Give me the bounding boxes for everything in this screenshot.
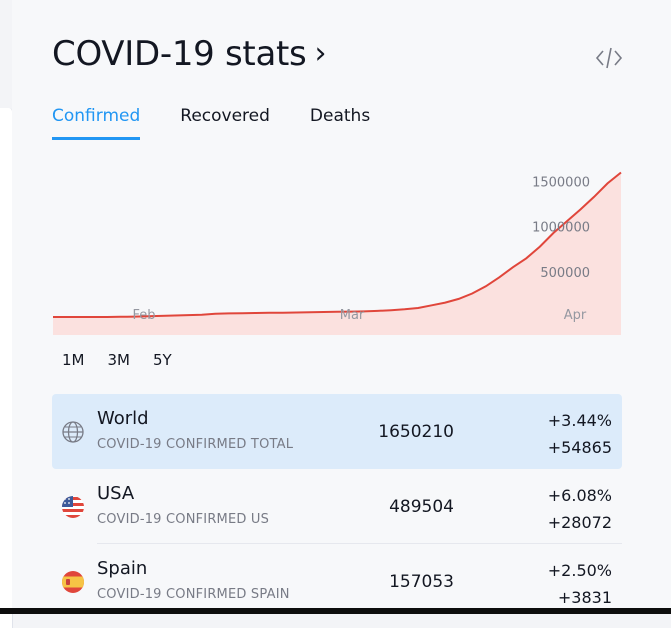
list-item-world[interactable]: World COVID-19 CONFIRMED TOTAL 1650210 +…	[52, 394, 622, 469]
row-description: COVID-19 CONFIRMED US	[97, 512, 270, 527]
tab-deaths[interactable]: Deaths	[309, 106, 371, 126]
code-icon[interactable]	[595, 44, 623, 72]
row-value: 489504	[389, 497, 454, 517]
row-change-absolute: +54865	[547, 438, 612, 457]
us-flag-icon	[62, 496, 84, 518]
page-title[interactable]: COVID-19 stats	[52, 34, 307, 74]
y-tick-label: 1000000	[532, 221, 590, 236]
y-tick-label: 1500000	[532, 176, 590, 191]
title-row[interactable]: COVID-19 stats ›	[52, 34, 326, 74]
row-change-absolute: +3831	[557, 588, 612, 607]
range-selector: 1M 3M 5Y	[62, 351, 195, 369]
globe-icon	[62, 421, 84, 443]
tab-bar: Confirmed Recovered Deaths	[52, 106, 410, 140]
row-change-percent: +3.44%	[547, 411, 612, 430]
bottom-bar	[0, 608, 671, 614]
range-3m[interactable]: 3M	[107, 351, 131, 369]
row-change-percent: +2.50%	[547, 561, 612, 580]
stats-list: World COVID-19 CONFIRMED TOTAL 1650210 +…	[52, 394, 622, 619]
y-tick-label: 500000	[540, 266, 590, 281]
row-name: Spain	[97, 558, 148, 579]
tab-confirmed[interactable]: Confirmed	[52, 106, 141, 140]
row-value: 157053	[389, 572, 454, 592]
confirmed-area-chart[interactable]: 500000 1000000 1500000 Feb Mar Apr	[52, 160, 622, 335]
list-item-spain[interactable]: Spain COVID-19 CONFIRMED SPAIN 157053 +2…	[52, 544, 622, 619]
spain-flag-icon	[62, 571, 84, 593]
tab-recovered[interactable]: Recovered	[180, 106, 270, 126]
x-tick-label: Feb	[132, 308, 155, 323]
row-name: World	[97, 408, 149, 429]
row-value: 1650210	[378, 422, 454, 442]
list-item-usa[interactable]: USA COVID-19 CONFIRMED US 489504 +6.08% …	[52, 469, 622, 544]
row-name: USA	[97, 483, 135, 504]
chart-series-line	[53, 171, 622, 318]
x-tick-label: Apr	[564, 308, 587, 323]
row-description: COVID-19 CONFIRMED SPAIN	[97, 587, 290, 602]
row-change-absolute: +28072	[547, 513, 612, 532]
range-1m[interactable]: 1M	[62, 351, 85, 369]
row-description: COVID-19 CONFIRMED TOTAL	[97, 437, 294, 452]
title-chevron-icon[interactable]: ›	[314, 36, 327, 71]
chart-area-fill	[53, 172, 621, 335]
x-tick-label: Mar	[340, 308, 365, 323]
range-5y[interactable]: 5Y	[153, 351, 172, 369]
row-change-percent: +6.08%	[547, 486, 612, 505]
